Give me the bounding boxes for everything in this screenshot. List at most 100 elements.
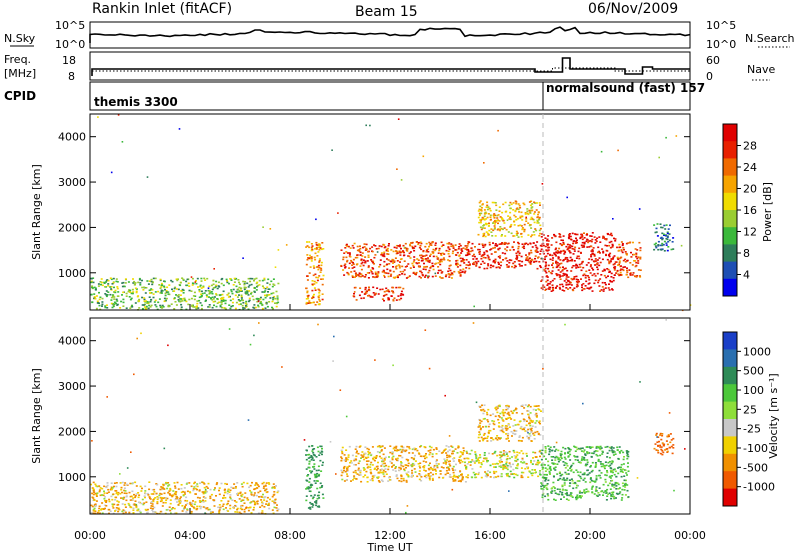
velocity-cell (229, 504, 232, 507)
velocity-cell (378, 445, 381, 447)
power-cell (212, 301, 215, 303)
power-cell (620, 241, 623, 243)
velocity-cell (180, 484, 183, 486)
power-cell (572, 253, 575, 255)
power-cell (443, 258, 446, 261)
power-cell (583, 237, 586, 239)
velocity-cell (538, 450, 541, 453)
velocity-cell (345, 467, 348, 470)
velocity-cell (454, 469, 457, 471)
power-cell (456, 266, 459, 268)
power-cell (578, 263, 581, 266)
velocity-cell (103, 490, 105, 493)
power-cell (200, 296, 203, 298)
power-cell (552, 288, 554, 291)
power-cell (460, 260, 463, 262)
power-cell (237, 299, 240, 301)
velocity-cell (320, 486, 323, 488)
velocity-cell (362, 476, 365, 478)
power-cell (390, 273, 393, 276)
velocity-cell (430, 446, 433, 449)
velocity-cell (550, 491, 553, 493)
power-cell (314, 252, 317, 255)
power-cell (593, 236, 596, 238)
velocity-cell (584, 453, 587, 455)
power-cell (653, 243, 656, 246)
velocity-cell (420, 476, 423, 478)
velocity-cell (539, 422, 541, 425)
velocity-cell (446, 459, 449, 461)
velocity-cell (160, 488, 163, 491)
velocity-cell (600, 463, 603, 465)
power-cell (220, 303, 223, 305)
velocity-cell (227, 510, 230, 512)
velocity-cell (583, 477, 586, 480)
power-cell (227, 296, 230, 298)
velocity-cell (624, 469, 627, 472)
power-cell (653, 224, 656, 226)
velocity-cell (414, 460, 417, 462)
velocity-cell (594, 466, 597, 468)
velocity-cell (315, 480, 318, 482)
power-cell (613, 255, 616, 257)
power-cell (235, 301, 238, 304)
power-cell (488, 229, 491, 232)
power-cell (654, 231, 657, 234)
power-cell (345, 243, 348, 246)
power-cell (362, 264, 365, 267)
velocity-cell (535, 416, 538, 418)
velocity-cell (457, 445, 460, 447)
power-cell (261, 304, 264, 306)
power-cell (159, 291, 162, 294)
velocity-cell (480, 409, 483, 411)
velocity-cell (563, 496, 565, 498)
power-cell (434, 242, 437, 244)
power-cell (387, 244, 390, 247)
velocity-cell (309, 484, 312, 487)
velocity-cell (565, 493, 568, 495)
power-cell (494, 219, 497, 222)
velocity-cell (548, 453, 551, 456)
velocity-cell (622, 485, 625, 487)
velocity-cell (233, 483, 236, 485)
nave-right-top-tick: 60 (706, 54, 720, 67)
power-cell (412, 264, 415, 267)
velocity-cell (341, 451, 344, 453)
velocity-cell (605, 474, 608, 477)
velocity-cell (553, 498, 555, 501)
power-scatter (337, 212, 339, 214)
power-cell (360, 297, 363, 300)
velocity-cell (599, 477, 602, 479)
velocity-cell (502, 412, 505, 415)
power-cell (138, 300, 140, 302)
power-cell (578, 247, 581, 250)
power-cell (272, 278, 275, 280)
velocity-cell (274, 498, 277, 501)
power-cell (418, 275, 421, 278)
power-cell (95, 307, 98, 310)
power-cell (150, 288, 153, 290)
power-cell (396, 260, 399, 262)
power-cell (630, 251, 632, 254)
velocity-cell (546, 488, 549, 491)
velocity-cell (175, 512, 178, 514)
velocity-cell (554, 463, 557, 465)
power-cell (496, 217, 499, 219)
velocity-cell (446, 450, 449, 453)
power-cell (581, 235, 584, 237)
power-cell (348, 253, 351, 256)
power-cell (528, 201, 531, 203)
power-cell (482, 246, 485, 248)
power-cell (321, 278, 324, 280)
velocity-cell (150, 505, 153, 507)
power-cell (435, 248, 437, 250)
power-cell (503, 241, 506, 244)
power-cell (415, 241, 418, 243)
power-cell (604, 238, 606, 240)
power-cell (188, 285, 191, 287)
power-scatter (207, 287, 210, 289)
power-cell (369, 296, 372, 298)
power-cell (655, 246, 658, 249)
velocity-cell (479, 456, 482, 459)
power-cell (242, 280, 245, 283)
